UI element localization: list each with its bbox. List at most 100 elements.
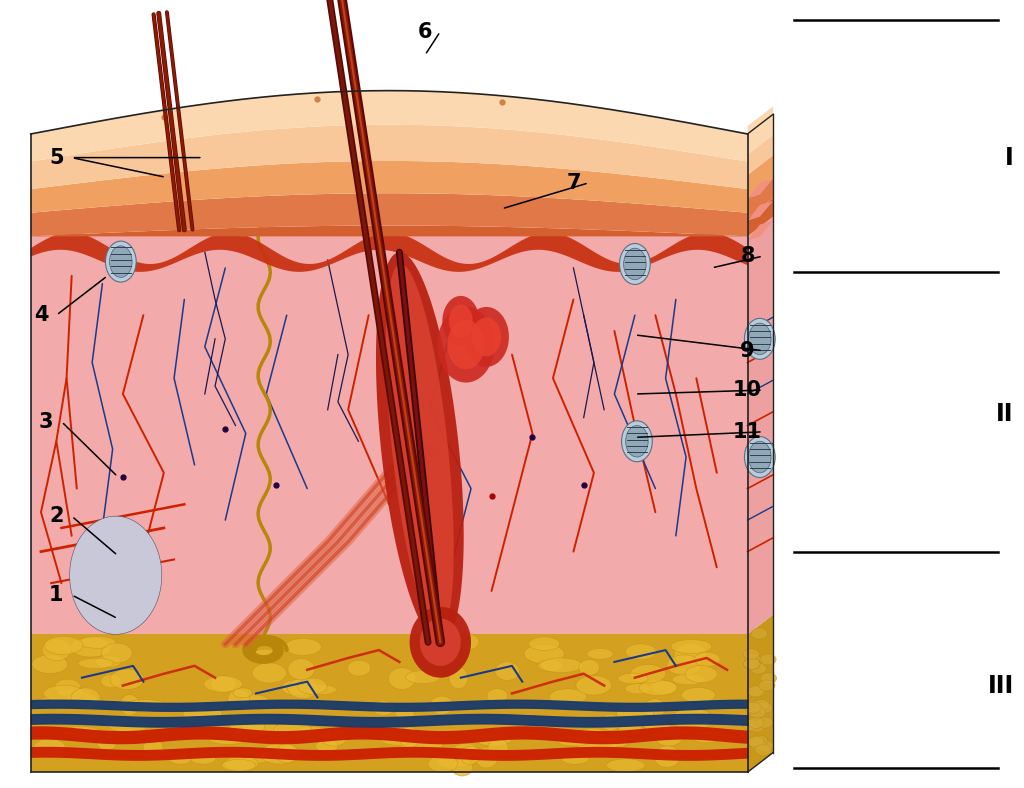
Ellipse shape bbox=[298, 678, 328, 694]
Ellipse shape bbox=[500, 713, 541, 724]
Ellipse shape bbox=[37, 697, 66, 709]
Ellipse shape bbox=[587, 649, 613, 660]
Ellipse shape bbox=[204, 676, 243, 693]
Ellipse shape bbox=[654, 727, 683, 746]
Ellipse shape bbox=[43, 686, 85, 702]
Ellipse shape bbox=[228, 690, 250, 709]
Ellipse shape bbox=[650, 681, 677, 694]
Polygon shape bbox=[31, 91, 748, 162]
Ellipse shape bbox=[79, 528, 153, 623]
Ellipse shape bbox=[457, 634, 479, 650]
Ellipse shape bbox=[282, 679, 315, 696]
Polygon shape bbox=[31, 225, 748, 236]
Ellipse shape bbox=[528, 637, 560, 650]
Ellipse shape bbox=[625, 684, 651, 694]
Text: II: II bbox=[996, 402, 1014, 426]
Ellipse shape bbox=[450, 667, 468, 689]
Ellipse shape bbox=[120, 695, 139, 716]
Ellipse shape bbox=[495, 662, 519, 680]
Ellipse shape bbox=[32, 655, 68, 674]
Ellipse shape bbox=[639, 680, 677, 696]
Ellipse shape bbox=[757, 717, 773, 728]
Ellipse shape bbox=[288, 678, 318, 698]
Ellipse shape bbox=[347, 660, 371, 676]
Text: 7: 7 bbox=[566, 173, 581, 193]
Ellipse shape bbox=[671, 640, 712, 653]
Ellipse shape bbox=[61, 727, 101, 739]
Ellipse shape bbox=[617, 673, 648, 684]
Ellipse shape bbox=[97, 552, 134, 599]
Text: 3: 3 bbox=[39, 411, 53, 432]
Ellipse shape bbox=[56, 688, 91, 697]
Ellipse shape bbox=[229, 717, 265, 736]
Polygon shape bbox=[420, 619, 461, 666]
Polygon shape bbox=[748, 178, 773, 218]
Ellipse shape bbox=[66, 692, 97, 709]
Ellipse shape bbox=[273, 721, 312, 741]
Ellipse shape bbox=[753, 700, 769, 711]
Ellipse shape bbox=[620, 243, 650, 284]
Text: 9: 9 bbox=[740, 340, 755, 361]
Ellipse shape bbox=[575, 675, 611, 695]
Ellipse shape bbox=[95, 656, 121, 667]
Ellipse shape bbox=[275, 744, 298, 763]
Ellipse shape bbox=[748, 717, 764, 728]
Polygon shape bbox=[447, 320, 484, 370]
Ellipse shape bbox=[624, 248, 646, 280]
Ellipse shape bbox=[252, 649, 280, 659]
Ellipse shape bbox=[101, 643, 132, 663]
Ellipse shape bbox=[622, 421, 652, 462]
Polygon shape bbox=[449, 305, 473, 337]
Ellipse shape bbox=[561, 753, 589, 764]
Ellipse shape bbox=[233, 688, 252, 698]
Ellipse shape bbox=[749, 686, 765, 697]
Ellipse shape bbox=[694, 652, 720, 667]
Ellipse shape bbox=[748, 686, 764, 697]
Ellipse shape bbox=[674, 644, 708, 664]
Ellipse shape bbox=[578, 728, 606, 739]
Ellipse shape bbox=[54, 679, 81, 695]
Polygon shape bbox=[748, 217, 773, 634]
Ellipse shape bbox=[744, 653, 761, 664]
Ellipse shape bbox=[538, 660, 563, 671]
Ellipse shape bbox=[225, 756, 258, 771]
Ellipse shape bbox=[78, 658, 114, 669]
Ellipse shape bbox=[743, 658, 760, 669]
Polygon shape bbox=[386, 264, 454, 630]
Ellipse shape bbox=[549, 689, 587, 704]
Polygon shape bbox=[31, 161, 748, 213]
Ellipse shape bbox=[557, 735, 591, 746]
Ellipse shape bbox=[626, 644, 656, 660]
Polygon shape bbox=[748, 155, 773, 198]
Polygon shape bbox=[410, 607, 471, 678]
Ellipse shape bbox=[190, 753, 216, 764]
Ellipse shape bbox=[207, 730, 249, 745]
Ellipse shape bbox=[671, 708, 713, 730]
Ellipse shape bbox=[618, 719, 641, 736]
Ellipse shape bbox=[744, 702, 761, 713]
Ellipse shape bbox=[756, 702, 772, 713]
Ellipse shape bbox=[751, 628, 767, 639]
Ellipse shape bbox=[755, 745, 771, 756]
Polygon shape bbox=[31, 236, 748, 634]
Text: 10: 10 bbox=[733, 380, 762, 400]
Polygon shape bbox=[31, 634, 748, 772]
Ellipse shape bbox=[315, 740, 338, 753]
Ellipse shape bbox=[524, 644, 564, 663]
Ellipse shape bbox=[211, 676, 237, 692]
Ellipse shape bbox=[79, 637, 116, 649]
Text: 5: 5 bbox=[49, 147, 63, 168]
Ellipse shape bbox=[372, 701, 394, 716]
Ellipse shape bbox=[744, 437, 775, 478]
Ellipse shape bbox=[395, 708, 415, 719]
Ellipse shape bbox=[241, 695, 269, 708]
Text: 11: 11 bbox=[733, 422, 762, 442]
Ellipse shape bbox=[242, 718, 278, 735]
Ellipse shape bbox=[252, 663, 287, 683]
Ellipse shape bbox=[616, 704, 653, 723]
Ellipse shape bbox=[170, 755, 190, 764]
Ellipse shape bbox=[757, 740, 773, 751]
Text: 8: 8 bbox=[740, 246, 755, 266]
Ellipse shape bbox=[654, 746, 680, 768]
Ellipse shape bbox=[105, 241, 136, 282]
